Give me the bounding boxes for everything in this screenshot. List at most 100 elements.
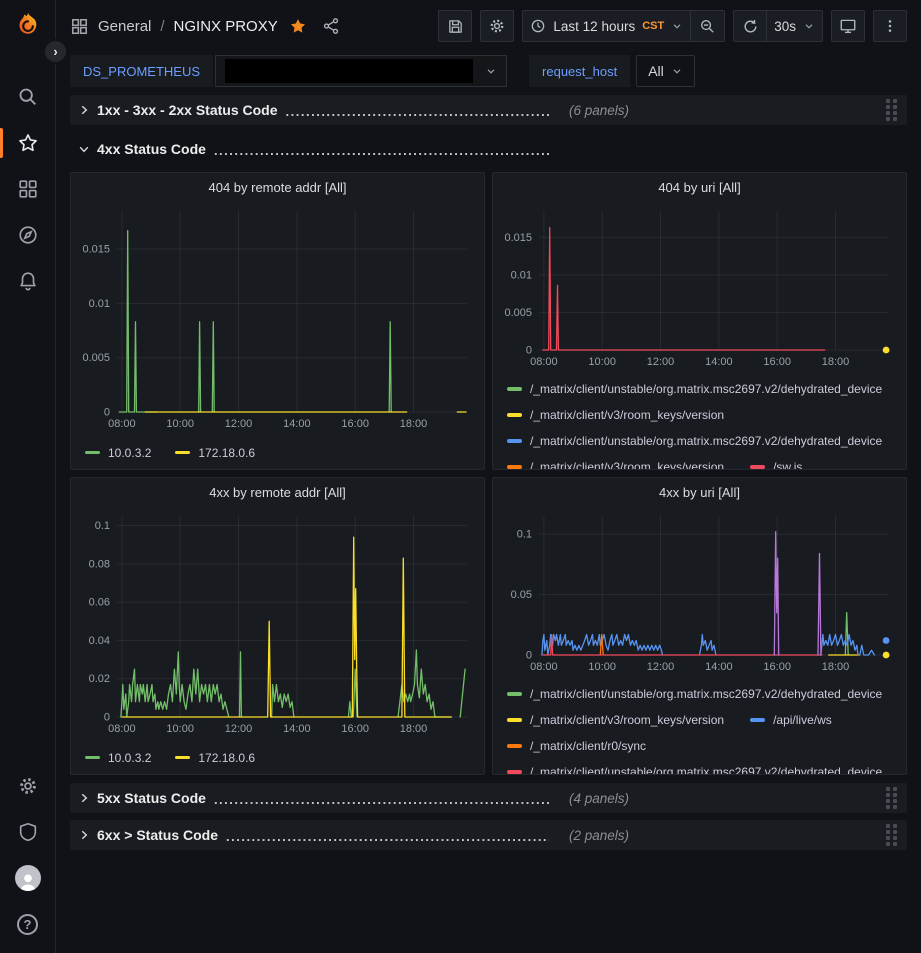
breadcrumb-separator: /: [160, 17, 165, 35]
topbar-actions: Last 12 hours CST: [438, 10, 907, 42]
legend-item[interactable]: /_matrix/client/r0/sync: [507, 733, 646, 759]
row-title-group: 1xx - 3xx - 2xx Status Code.............…: [77, 102, 549, 119]
breadcrumb-folder[interactable]: General: [98, 17, 152, 35]
legend-item[interactable]: 10.0.3.2: [85, 751, 151, 765]
panel-legend: /_matrix/client/unstable/org.matrix.msc2…: [493, 679, 906, 774]
grafana-logo[interactable]: [0, 0, 56, 52]
sidebar-item-starred[interactable]: [0, 120, 48, 166]
svg-text:14:00: 14:00: [283, 723, 311, 735]
save-dashboard-button[interactable]: [438, 10, 473, 42]
tv-kiosk-button[interactable]: [831, 10, 865, 42]
legend-series-swatch: [85, 755, 100, 760]
dashboard-settings-button[interactable]: [480, 10, 515, 42]
refresh-interval-dropdown[interactable]: 30s: [767, 10, 823, 42]
svg-text:12:00: 12:00: [647, 356, 675, 368]
legend-series-swatch: [175, 755, 191, 760]
panel-header[interactable]: 4xx by remote addr [All]: [71, 478, 484, 506]
legend-series-swatch: [750, 718, 766, 722]
timezone-label: CST: [642, 20, 665, 32]
panel: 404 by uri [All] 0 0.005 0.01 0.015 08:00 10:0…: [492, 172, 907, 470]
svg-text:16:00: 16:00: [763, 356, 791, 368]
sidebar-item-alerting[interactable]: [8, 258, 48, 304]
variable-label-request-host[interactable]: request_host: [529, 55, 631, 87]
request-host-value: All: [648, 63, 664, 79]
legend-item[interactable]: /_matrix/client/v3/room_keys/version: [507, 707, 724, 733]
time-range-label: Last 12 hours: [553, 18, 636, 34]
variable-select-request-host[interactable]: All: [636, 55, 695, 87]
panel: 4xx by uri [All] 0 0.05 0.1 08:00 10:00 12:00 1…: [492, 477, 907, 775]
time-picker-group: Last 12 hours CST: [522, 10, 726, 42]
row-header[interactable]: 6xx > Status Code.......................…: [70, 820, 907, 850]
refresh-button[interactable]: [733, 10, 768, 42]
top-navbar: General / NGINX PROXY: [56, 0, 921, 52]
row-title-group: 6xx > Status Code.......................…: [77, 827, 549, 844]
legend-item[interactable]: /_matrix/client/v3/room_keys/version: [507, 402, 724, 428]
row-drag-handle[interactable]: [886, 824, 897, 846]
bell-icon: [19, 272, 36, 291]
legend-item[interactable]: 172.18.0.6: [175, 751, 255, 765]
panel-header[interactable]: 404 by uri [All]: [493, 173, 906, 201]
legend-series-swatch: [507, 439, 522, 443]
sidebar-bottom-group: ?: [8, 763, 48, 947]
sidebar-item-search[interactable]: [8, 74, 48, 120]
legend-series-swatch: [507, 387, 522, 391]
breadcrumb: General / NGINX PROXY: [70, 17, 340, 36]
timeseries-plot[interactable]: 0 0.005 0.01 0.015 08:00 10:00 12:00 14:00 16:00…: [77, 201, 477, 433]
monitor-icon: [840, 19, 856, 34]
sidebar-item-help[interactable]: ?: [8, 901, 48, 947]
variable-label-ds-prometheus[interactable]: DS_PROMETHEUS: [70, 55, 214, 87]
svg-text:18:00: 18:00: [400, 418, 428, 430]
gear-icon: [19, 778, 36, 794]
legend-item[interactable]: /api/live/ws: [750, 707, 832, 733]
panel-grid: 404 by remote addr [All] 0 0.005 0.01 0.015 0…: [70, 172, 907, 775]
variable-select-datasource[interactable]: [215, 55, 508, 87]
panel-header[interactable]: 4xx by uri [All]: [493, 478, 906, 506]
timeseries-plot[interactable]: 0 0.005 0.01 0.015 08:00 10:00 12:00 14:00 16:00…: [499, 201, 899, 371]
clock-icon: [532, 19, 545, 33]
row-drag-handle[interactable]: [886, 787, 897, 809]
variables-bar: DS_PROMETHEUS request_host All: [56, 52, 921, 90]
panel: 4xx by remote addr [All] 0 0.02 0.04 0.06 0.0…: [70, 477, 485, 775]
legend-series-swatch: [507, 744, 522, 748]
legend-item[interactable]: /_matrix/client/unstable/org.matrix.msc2…: [507, 376, 882, 402]
legend-item[interactable]: /_matrix/client/unstable/org.matrix.msc2…: [507, 681, 882, 707]
more-options-button[interactable]: [873, 10, 907, 42]
sidebar-item-explore[interactable]: [8, 212, 48, 258]
panel-header[interactable]: 404 by remote addr [All]: [71, 173, 484, 201]
row-header[interactable]: 4xx Status Code.........................…: [70, 134, 907, 164]
dashboard-grid-icon[interactable]: [70, 17, 89, 36]
dashboard-title[interactable]: NGINX PROXY: [173, 17, 278, 35]
zoom-out-button[interactable]: [691, 10, 726, 42]
share-icon[interactable]: [322, 17, 340, 35]
panel-legend: /_matrix/client/unstable/org.matrix.msc2…: [493, 374, 906, 469]
row-title: 1xx - 3xx - 2xx Status Code: [97, 102, 278, 118]
chevron-right-icon: [81, 105, 88, 115]
svg-text:08:00: 08:00: [530, 661, 558, 673]
row-drag-handle[interactable]: [886, 99, 897, 121]
row-header[interactable]: 5xx Status Code.........................…: [70, 783, 907, 813]
sidebar-item-server-admin[interactable]: [8, 809, 48, 855]
sidebar-expand-button[interactable]: ›: [43, 39, 68, 64]
sidebar-item-dashboards[interactable]: [8, 166, 48, 212]
legend-item[interactable]: 172.18.0.6: [175, 446, 255, 460]
legend-item[interactable]: 10.0.3.2: [85, 446, 151, 460]
legend-item[interactable]: /sw.js: [750, 454, 802, 469]
panel-chart: 0 0.02 0.04 0.06 0.08 0.1 08:00 10:00 12:00 14:00…: [71, 506, 484, 741]
panel-title-text: 404 by remote addr [All]: [208, 179, 347, 195]
help-icon: ?: [17, 913, 38, 935]
panel-chart: 0 0.005 0.01 0.015 08:00 10:00 12:00 14:00 16:00…: [71, 201, 484, 436]
legend-item[interactable]: /_matrix/client/unstable/org.matrix.msc2…: [507, 428, 882, 454]
legend-item[interactable]: /_matrix/client/v3/room_keys/version: [507, 454, 724, 469]
row-panel-count: (2 panels): [569, 827, 630, 843]
sidebar-item-configuration[interactable]: [8, 763, 48, 809]
timeseries-plot[interactable]: 0 0.05 0.1 08:00 10:00 12:00 14:00 16:00 18:00: [499, 506, 899, 676]
sidebar-item-profile[interactable]: [8, 855, 48, 901]
legend-series-swatch: [85, 450, 100, 455]
row-dotted-leader: ........................................…: [213, 791, 549, 807]
legend-item[interactable]: /_matrix/client/unstable/org.matrix.msc2…: [507, 759, 882, 774]
search-icon: [19, 88, 36, 105]
timeseries-plot[interactable]: 0 0.02 0.04 0.06 0.08 0.1 08:00 10:00 12:00 14:00…: [77, 506, 477, 738]
row-header[interactable]: 1xx - 3xx - 2xx Status Code.............…: [70, 95, 907, 125]
favorite-star-icon[interactable]: [289, 17, 307, 35]
time-range-button[interactable]: Last 12 hours CST: [522, 10, 692, 42]
